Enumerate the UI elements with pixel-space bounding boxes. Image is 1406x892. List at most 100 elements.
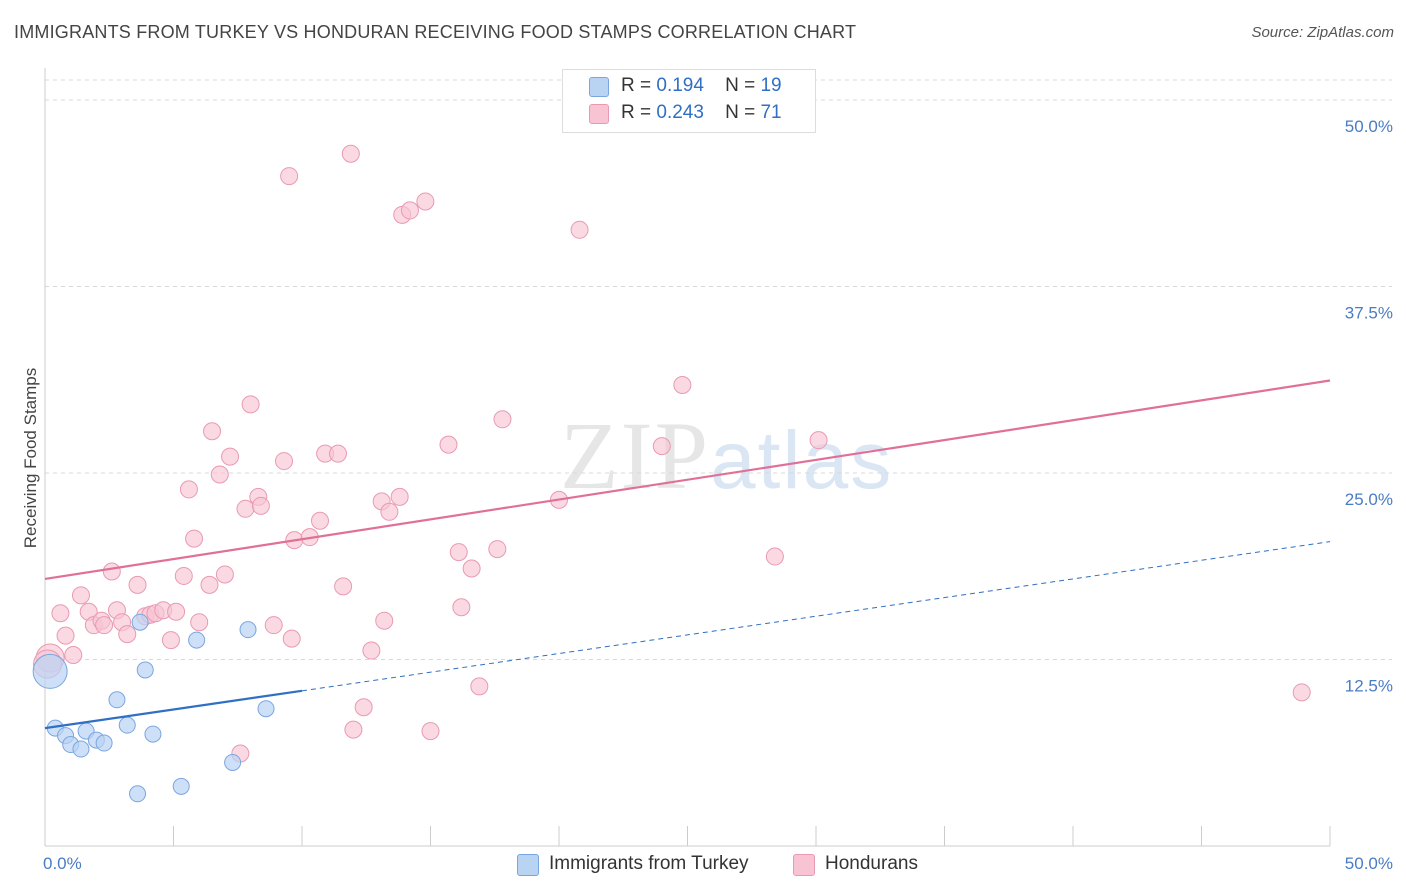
series-hondurans <box>33 144 1311 763</box>
point-honduran <box>251 496 270 515</box>
point-turkey <box>172 777 190 795</box>
point-honduran <box>493 410 512 429</box>
legend-n-label: N = <box>725 75 756 96</box>
point-honduran <box>328 444 347 463</box>
bottom-legend-swatch-honduran <box>793 854 815 876</box>
point-honduran <box>334 577 353 596</box>
trend-line-honduran <box>44 379 1331 581</box>
y-tick-label: 50.0% <box>1345 117 1393 136</box>
point-turkey <box>108 691 126 709</box>
point-honduran <box>174 566 193 585</box>
legend-swatch-honduran <box>589 104 609 124</box>
point-turkey <box>95 734 113 752</box>
axes <box>44 68 1331 847</box>
point-honduran <box>56 626 75 645</box>
watermark-atlas: atlas <box>710 415 894 506</box>
point-honduran <box>488 540 507 559</box>
point-honduran <box>179 480 198 499</box>
point-honduran <box>51 604 70 623</box>
point-honduran <box>341 144 360 163</box>
point-honduran <box>128 575 147 594</box>
point-turkey <box>239 621 257 639</box>
point-honduran <box>215 565 234 584</box>
y-axis-title: Receiving Food Stamps <box>21 368 40 548</box>
point-honduran <box>282 629 301 648</box>
legend-n-value-turkey: 19 <box>760 75 782 96</box>
legend-r-value-honduran: 0.243 <box>656 102 704 123</box>
point-honduran <box>416 192 435 211</box>
point-honduran <box>1292 683 1311 702</box>
point-turkey <box>188 631 206 649</box>
point-honduran <box>652 437 671 456</box>
y-tick-label: 37.5% <box>1345 304 1393 323</box>
point-turkey <box>144 725 162 743</box>
point-turkey <box>118 716 136 734</box>
point-honduran <box>264 616 283 635</box>
point-turkey <box>136 661 154 679</box>
point-honduran <box>673 375 692 394</box>
point-honduran <box>275 452 294 471</box>
legend-swatch-turkey <box>589 77 609 97</box>
point-honduran <box>185 529 204 548</box>
bottom-legend-swatch-turkey <box>517 854 539 876</box>
point-honduran <box>765 547 784 566</box>
point-honduran <box>400 201 419 220</box>
tick-labels: 12.5% 25.0% 37.5% 50.0% 0.0% 50.0% <box>43 117 1393 873</box>
point-honduran <box>190 613 209 632</box>
point-honduran <box>241 395 260 414</box>
point-honduran <box>236 499 255 518</box>
point-honduran <box>310 511 329 530</box>
point-honduran <box>344 720 363 739</box>
point-honduran <box>167 602 186 621</box>
bottom-legend-label-honduran: Hondurans <box>825 853 918 874</box>
watermark: ZIPatlas <box>560 400 893 511</box>
point-honduran <box>462 559 481 578</box>
point-turkey <box>129 785 147 803</box>
trend-line-turkey-extension <box>301 541 1331 692</box>
point-honduran <box>452 598 471 617</box>
point-honduran <box>470 677 489 696</box>
point-turkey <box>131 613 149 631</box>
legend-r-label: R = <box>621 75 652 96</box>
point-honduran <box>95 616 114 635</box>
point-honduran <box>102 562 121 581</box>
point-honduran <box>118 625 137 644</box>
grid-lines <box>45 79 1392 660</box>
point-honduran <box>421 722 440 741</box>
point-honduran <box>570 220 589 239</box>
point-honduran <box>200 575 219 594</box>
point-turkey <box>32 653 68 689</box>
point-honduran <box>354 698 373 717</box>
point-honduran <box>362 641 381 660</box>
trend-line-turkey <box>44 689 303 730</box>
point-honduran <box>203 422 222 441</box>
point-honduran <box>439 435 458 454</box>
point-honduran <box>380 502 399 521</box>
point-honduran <box>280 167 299 186</box>
x-tick-label-start: 0.0% <box>43 854 82 873</box>
legend-n-value-honduran: 71 <box>760 102 782 123</box>
trend-lines <box>44 379 1331 730</box>
source-credit: Source: ZipAtlas.com <box>1251 24 1394 41</box>
point-honduran <box>809 431 828 450</box>
legend-r-value-turkey: 0.194 <box>656 75 704 96</box>
point-honduran <box>64 646 83 665</box>
point-honduran <box>71 586 90 605</box>
series-turkey <box>32 613 275 803</box>
watermark-zip: ZIP <box>560 402 710 509</box>
point-turkey <box>72 740 90 758</box>
point-honduran <box>161 631 180 650</box>
bottom-legend-label-turkey: Immigrants from Turkey <box>549 853 749 874</box>
point-honduran <box>449 543 468 562</box>
point-turkey <box>224 753 242 771</box>
x-tick-label-end: 50.0% <box>1345 854 1393 873</box>
y-tick-label: 25.0% <box>1345 490 1393 509</box>
point-turkey <box>257 700 275 718</box>
chart-title: IMMIGRANTS FROM TURKEY VS HONDURAN RECEI… <box>14 22 857 42</box>
legend-n-label: N = <box>725 102 756 123</box>
legend-r-label: R = <box>621 102 652 123</box>
point-honduran <box>390 487 409 506</box>
point-honduran <box>221 447 240 466</box>
point-honduran <box>375 611 394 630</box>
